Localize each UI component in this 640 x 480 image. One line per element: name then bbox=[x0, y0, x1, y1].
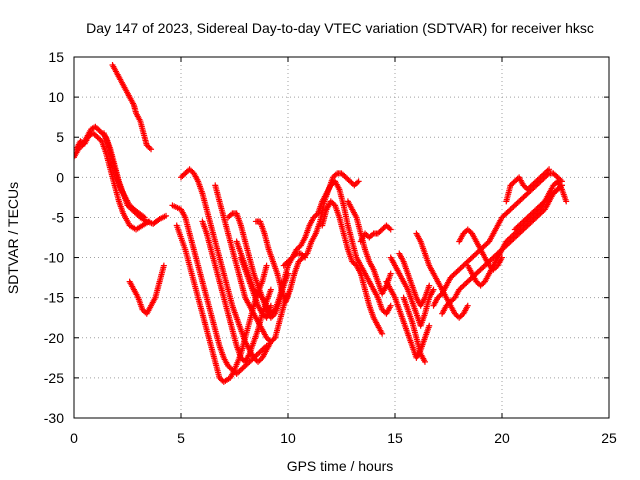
x-tick-label: 20 bbox=[494, 430, 510, 446]
x-tick-label: 0 bbox=[70, 430, 78, 446]
data-point bbox=[145, 218, 152, 225]
y-tick-label: -15 bbox=[44, 290, 64, 306]
y-tick-label: -20 bbox=[44, 330, 64, 346]
x-tick-label: 15 bbox=[387, 430, 403, 446]
data-point bbox=[558, 182, 565, 189]
y-tick-label: -30 bbox=[44, 410, 64, 426]
grid bbox=[74, 57, 609, 418]
x-tick-label: 10 bbox=[280, 430, 296, 446]
chart-title: Day 147 of 2023, Sidereal Day-to-day VTE… bbox=[86, 20, 594, 36]
data-point bbox=[355, 178, 362, 185]
y-tick-label: 15 bbox=[48, 49, 64, 65]
data-point bbox=[421, 358, 428, 365]
data-point bbox=[141, 214, 148, 221]
data-points bbox=[74, 62, 570, 385]
data-point bbox=[285, 270, 291, 277]
data-point bbox=[163, 212, 170, 219]
y-axis-label: SDTVAR / TECUs bbox=[5, 182, 21, 294]
data-point bbox=[263, 262, 270, 269]
data-point bbox=[430, 286, 437, 293]
data-point bbox=[387, 270, 394, 277]
x-tick-label: 5 bbox=[177, 430, 185, 446]
data-point bbox=[74, 154, 77, 161]
y-axis-ticks: 15 10 5 0 -5 -10 -15 -20 -25 -30 bbox=[44, 49, 609, 426]
y-tick-label: -5 bbox=[52, 209, 65, 225]
data-point bbox=[267, 286, 274, 293]
x-tick-label: 25 bbox=[601, 430, 617, 446]
data-point bbox=[387, 302, 394, 309]
data-point bbox=[267, 302, 274, 309]
y-tick-label: 0 bbox=[56, 169, 64, 185]
data-point bbox=[464, 302, 471, 309]
data-point bbox=[546, 166, 553, 173]
data-point bbox=[387, 226, 394, 233]
data-point bbox=[148, 146, 155, 153]
data-point bbox=[379, 330, 386, 337]
data-point bbox=[563, 198, 570, 205]
plot-frame bbox=[73, 56, 610, 419]
data-point bbox=[160, 262, 167, 269]
x-axis-label: GPS time / hours bbox=[287, 458, 394, 474]
y-tick-label: -10 bbox=[44, 250, 64, 266]
data-point bbox=[426, 322, 433, 329]
y-tick-label: 10 bbox=[48, 89, 64, 105]
data-point bbox=[426, 282, 433, 289]
y-tick-label: 5 bbox=[56, 129, 64, 145]
y-tick-label: -25 bbox=[44, 370, 64, 386]
x-axis-ticks: 0 5 10 15 20 25 bbox=[70, 57, 617, 446]
